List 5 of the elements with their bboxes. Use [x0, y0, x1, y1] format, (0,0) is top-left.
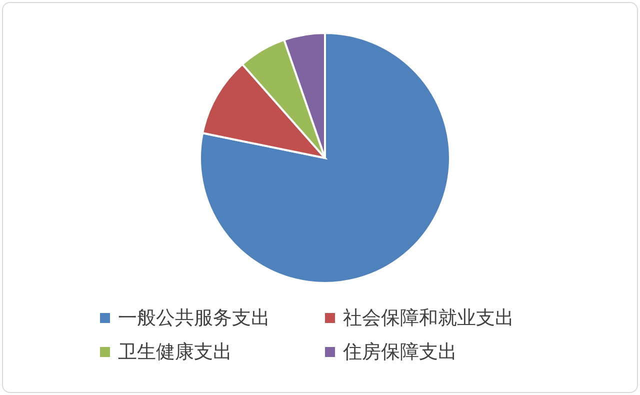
legend-label: 卫生健康支出: [118, 340, 232, 365]
pie-slice: [199, 32, 451, 284]
legend-label: 住房保障支出: [343, 340, 457, 365]
legend-label: 社会保障和就业支出: [343, 306, 514, 331]
legend-label: 一般公共服务支出: [118, 306, 270, 331]
